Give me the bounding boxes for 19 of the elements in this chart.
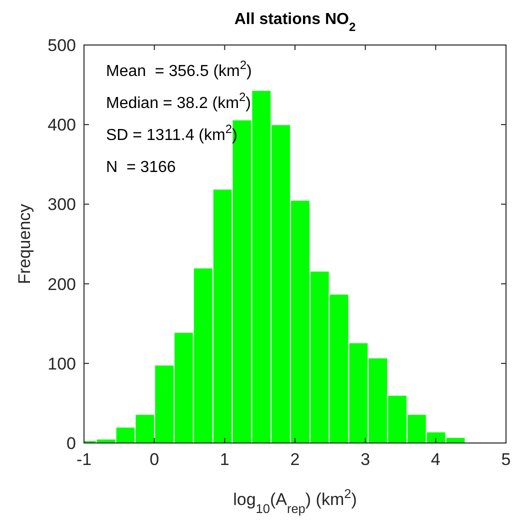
x-tick-label: 0 bbox=[150, 450, 160, 469]
chart-title: All stations NO$_{2}$ bbox=[234, 11, 356, 34]
annotation: Median = 38.2 (km$^{2}$) bbox=[106, 90, 251, 112]
y-tick-label: 0 bbox=[66, 434, 76, 453]
x-tick-label: 1 bbox=[220, 450, 230, 469]
x-tick-label: 4 bbox=[430, 450, 440, 469]
y-tick-label: 200 bbox=[48, 274, 76, 294]
annotation: N = 3166 bbox=[106, 159, 176, 176]
y-tick-label: 500 bbox=[48, 36, 76, 55]
x-tick-label: 3 bbox=[360, 450, 370, 469]
x-tick-label: 2 bbox=[290, 450, 300, 469]
x-axis-title: log$_{10}$(A$_{rep}$) (km$^{2}$) bbox=[233, 486, 357, 516]
y-tick-label: 400 bbox=[48, 116, 76, 135]
annotation: Mean = 356.5 (km$^{2}$) bbox=[106, 58, 252, 80]
x-tick-label: 5 bbox=[501, 450, 511, 469]
y-tick-label: 300 bbox=[48, 195, 76, 214]
y-axis-title: Frequency bbox=[15, 203, 34, 284]
y-tick-label: 100 bbox=[48, 354, 76, 374]
x-tick-label: -1 bbox=[76, 450, 92, 469]
